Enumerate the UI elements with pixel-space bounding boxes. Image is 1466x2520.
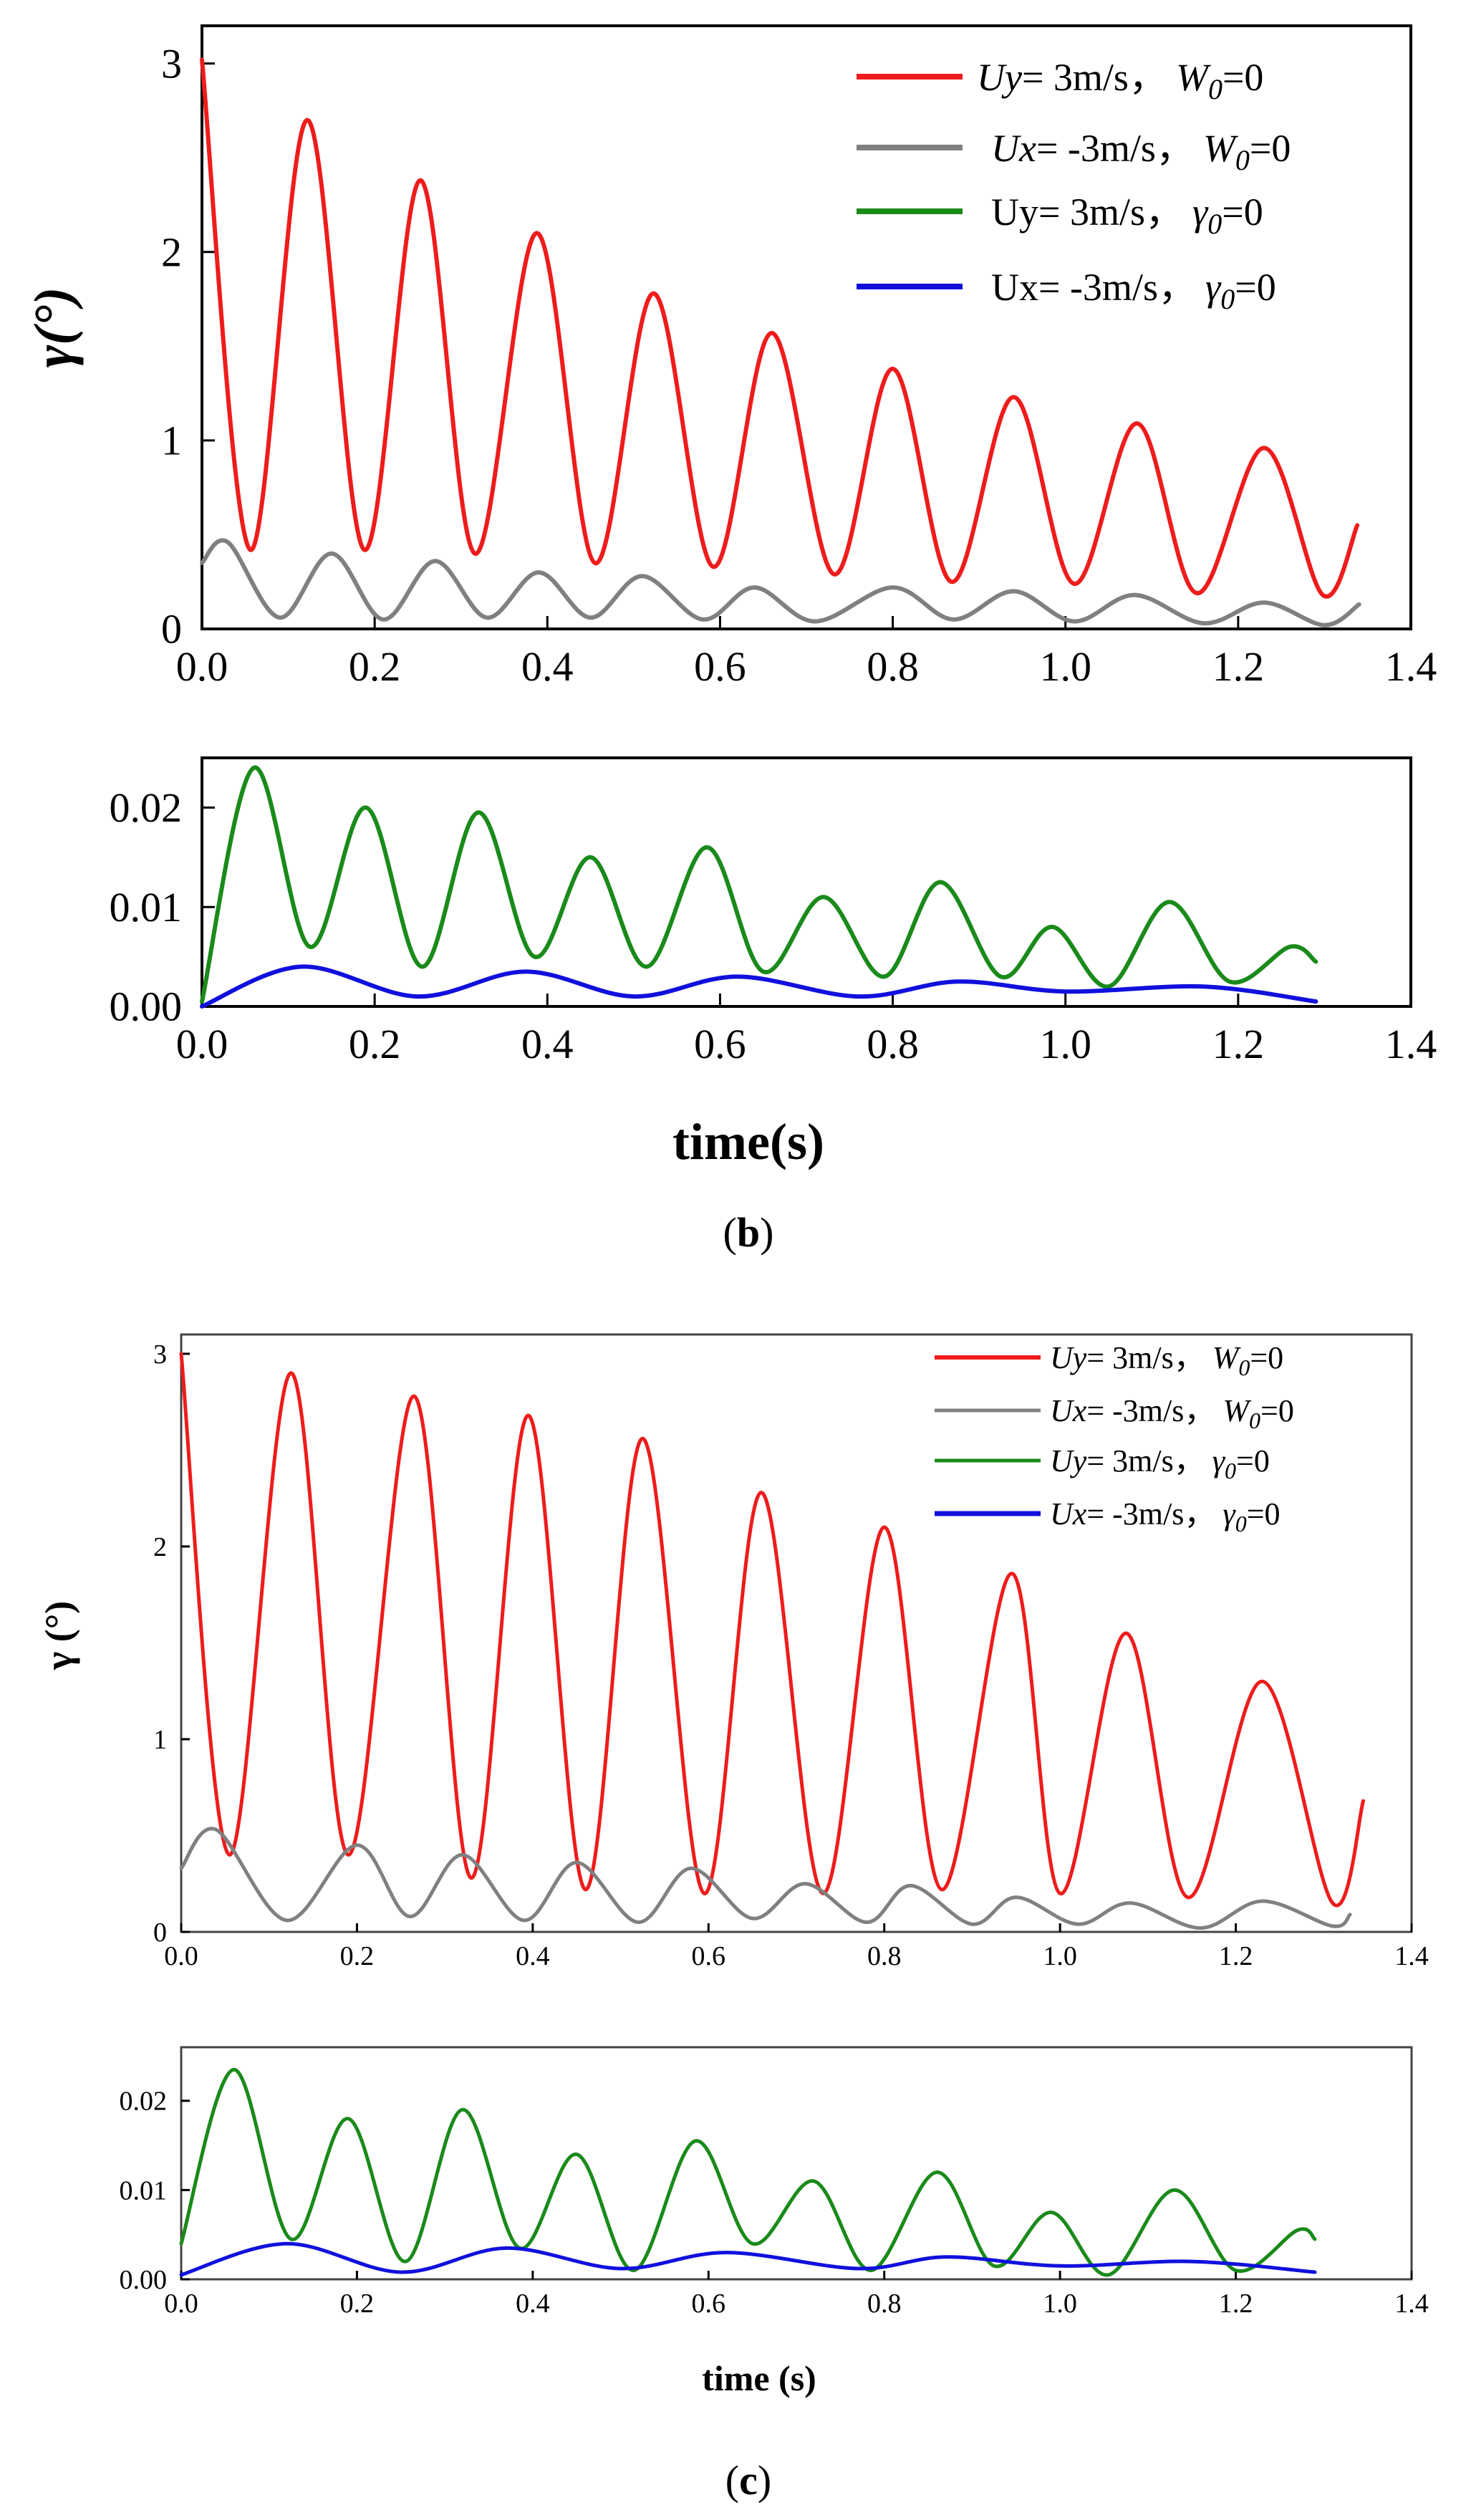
y-tick-label: 3 xyxy=(161,40,182,87)
legend-item-s1: Uy= 3m/s， W0=0 xyxy=(857,56,1263,105)
panel-c-top-frame xyxy=(180,1333,1413,1933)
panel-b: 0.0 0.2 0.4 0.6 0.8 1.0 1.2 1.4 0 1 2 3 γ(°) Uy= 3m… xyxy=(24,24,1437,1256)
x-tick-label: 1.2 xyxy=(1212,1021,1265,1067)
panel-c-top-plot: 0.0 0.2 0.4 0.6 0.8 1.0 1.2 1.4 0 1 2 3 xyxy=(153,1333,1429,1971)
legend-label-s2: Ux= -3m/s， W0=0 xyxy=(991,127,1291,176)
panel-b-xlabel: time(s) xyxy=(672,1113,824,1170)
panel-c-ylabel: γ (°) xyxy=(37,1601,80,1670)
x-tick-label: 0.0 xyxy=(164,1941,198,1971)
panel-c-bottom-plot: 0.0 0.2 0.4 0.6 0.8 1.0 1.2 1.4 0.00 0.01 0.02 xyxy=(120,2046,1429,2319)
panel-b-caption: (b) xyxy=(723,1209,774,1256)
y-tick-label: 1 xyxy=(153,1725,167,1755)
panel-b-top-plot: 0.0 0.2 0.4 0.6 0.8 1.0 1.2 1.4 0 1 2 3 xyxy=(161,24,1437,690)
y-tick-label: 2 xyxy=(153,1532,167,1562)
x-tick-label: 0.2 xyxy=(340,1941,375,1971)
x-tick-label: 1.4 xyxy=(1394,1941,1429,1971)
legend-label-s1: Uy= 3m/s， W0=0 xyxy=(977,56,1263,105)
series-line-red xyxy=(179,1352,1365,1908)
legend-item-s2: Ux= -3m/s， W0=0 xyxy=(857,127,1291,176)
x-tick-label: 0.2 xyxy=(340,2289,375,2319)
x-tick-label: 1.4 xyxy=(1394,2289,1429,2319)
legend-item-s3: Uy= 3m/s， γ0=0 xyxy=(857,191,1263,240)
x-tick-label: 0.4 xyxy=(516,1941,550,1971)
y-tick-label: 0 xyxy=(153,1918,167,1948)
x-tick-label: 1.0 xyxy=(1039,1021,1091,1067)
x-tick-label: 0.0 xyxy=(176,643,228,690)
y-tick-label: 0.00 xyxy=(120,2265,168,2295)
x-tick-label: 1.0 xyxy=(1043,1941,1077,1971)
x-tick-label: 0.6 xyxy=(694,643,746,690)
panel-c: 0.0 0.2 0.4 0.6 0.8 1.0 1.2 1.4 0 1 2 3 γ (°) Uy= 3… xyxy=(37,1333,1429,2504)
series-line-blue xyxy=(179,2241,1317,2277)
y-tick-label: 0 xyxy=(161,606,182,653)
x-tick-label: 0.8 xyxy=(867,1021,919,1067)
y-tick-label: 0.01 xyxy=(120,2175,168,2206)
x-tick-label: 1.4 xyxy=(1385,1021,1437,1067)
x-tick-label: 1.0 xyxy=(1039,643,1091,690)
x-tick-label: 0.0 xyxy=(176,1021,228,1067)
x-tick-label: 1.4 xyxy=(1385,643,1437,690)
panel-b-bottom-frame xyxy=(201,756,1412,1008)
y-tick-label: 0.00 xyxy=(110,984,183,1030)
x-tick-label: 0.8 xyxy=(867,2289,902,2319)
legend-item-s3: Uy= 3m/s， γ0=0 xyxy=(935,1443,1270,1483)
legend-item-s4: Ux= -3m/s， γ0=0 xyxy=(935,1496,1281,1536)
x-tick-label: 0.4 xyxy=(516,2289,550,2319)
x-tick-label: 1.2 xyxy=(1219,1941,1253,1971)
x-tick-label: 0.0 xyxy=(164,2289,198,2319)
x-tick-label: 0.8 xyxy=(867,1941,902,1971)
panel-c-bottom-frame xyxy=(180,2046,1413,2281)
x-tick-label: 0.4 xyxy=(521,1021,574,1067)
x-tick-label: 1.0 xyxy=(1043,2289,1077,2319)
x-tick-label: 0.8 xyxy=(867,643,919,690)
x-tick-label: 1.2 xyxy=(1219,2289,1253,2319)
legend-item-s4: Ux= -3m/s， γ0=0 xyxy=(857,266,1276,315)
panel-c-caption: (c) xyxy=(725,2457,771,2504)
y-tick-label: 1 xyxy=(161,418,182,464)
legend-label-s4: Ux= -3m/s， γ0=0 xyxy=(991,266,1276,315)
panel-c-xlabel: time (s) xyxy=(702,2358,816,2398)
x-tick-label: 0.2 xyxy=(349,643,401,690)
y-tick-label: 2 xyxy=(161,229,182,275)
series-line-blue xyxy=(200,964,1318,1009)
series-line-green xyxy=(200,765,1318,1004)
series-line-gray xyxy=(200,538,1361,627)
x-tick-label: 0.2 xyxy=(349,1021,401,1067)
panel-b-top-frame xyxy=(201,24,1412,630)
panel-c-legend: Uy= 3m/s， W0=0 Ux= -3m/s， W0=0 Uy= 3m/s， γ0… xyxy=(935,1340,1294,1536)
x-tick-label: 0.6 xyxy=(692,1941,726,1971)
legend-label-s3: Uy= 3m/s， γ0=0 xyxy=(991,191,1263,240)
x-tick-label: 0.6 xyxy=(694,1021,746,1067)
legend-label-s2: Ux= -3m/s， W0=0 xyxy=(1050,1393,1294,1433)
legend-label-s4: Ux= -3m/s， γ0=0 xyxy=(1050,1496,1281,1536)
y-tick-label: 3 xyxy=(153,1340,167,1370)
legend-item-s2: Ux= -3m/s， W0=0 xyxy=(935,1393,1294,1433)
panel-b-bottom-plot: 0.0 0.2 0.4 0.6 0.8 1.0 1.2 1.4 0.00 0.01 0.02 xyxy=(110,756,1437,1067)
panel-b-ylabel: γ(°) xyxy=(24,287,84,368)
series-line-gray xyxy=(179,1827,1352,1930)
legend-label-s3: Uy= 3m/s， γ0=0 xyxy=(1050,1443,1270,1483)
series-line-red xyxy=(200,57,1360,599)
x-tick-label: 0.4 xyxy=(521,643,574,690)
panel-b-legend: Uy= 3m/s， W0=0 Ux= -3m/s， W0=0 Uy= 3m/s， γ0… xyxy=(857,56,1291,315)
y-tick-label: 0.01 xyxy=(110,884,183,930)
y-tick-label: 0.02 xyxy=(110,784,183,831)
x-tick-label: 1.2 xyxy=(1212,643,1265,690)
y-tick-label: 0.02 xyxy=(120,2087,168,2117)
legend-label-s1: Uy= 3m/s， W0=0 xyxy=(1050,1340,1283,1380)
x-tick-label: 0.6 xyxy=(692,2289,726,2319)
series-line-green xyxy=(179,2067,1317,2277)
legend-item-s1: Uy= 3m/s， W0=0 xyxy=(935,1340,1283,1380)
